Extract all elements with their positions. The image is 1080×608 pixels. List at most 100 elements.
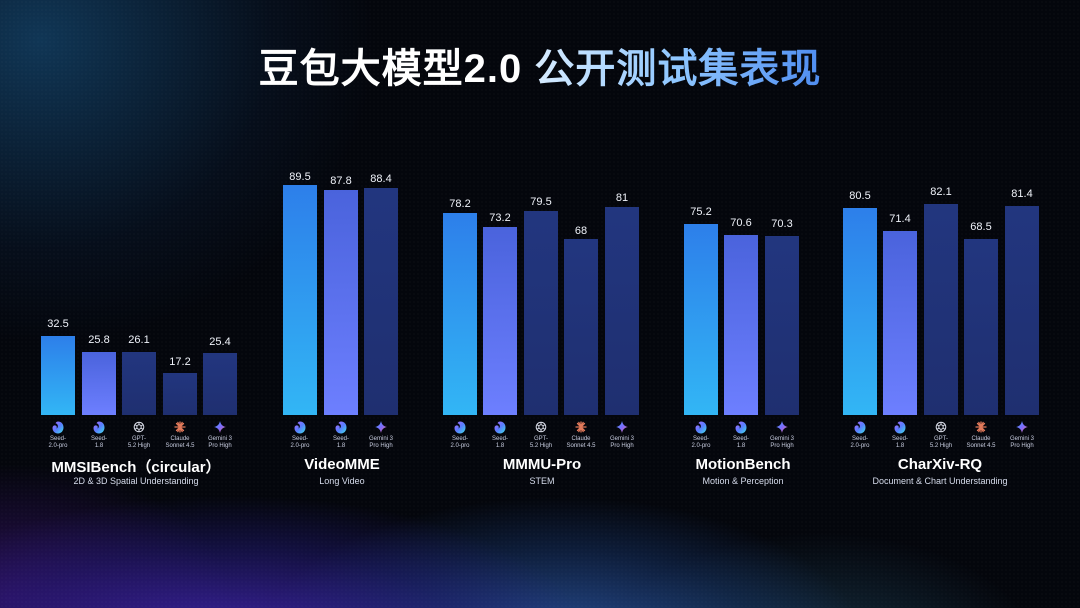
bar-seed-1-8: [883, 231, 917, 415]
model-label: Seed- 1.8: [332, 436, 349, 449]
seed-icon: [334, 420, 348, 434]
benchmark-subtitle: Motion & Perception: [702, 476, 784, 486]
model-label: Claude Sonnet 4.5: [966, 436, 996, 449]
bar-claude-sonnet-4-5: [564, 239, 598, 415]
bar-value: 17.2: [169, 356, 191, 368]
seed-icon: [853, 420, 867, 434]
bar-gemini-3-pro-high: [605, 207, 639, 415]
bar-value: 25.8: [88, 334, 110, 346]
bar-seed-1-8: [724, 235, 758, 415]
seed-icon: [694, 420, 708, 434]
seed-icon: [493, 420, 507, 434]
bar-value: 79.5: [530, 196, 552, 208]
bar-value: 70.6: [730, 217, 752, 229]
bar-claude-sonnet-4-5: [964, 239, 998, 415]
bar-seed-1-8: [82, 352, 116, 415]
bar-value: 75.2: [690, 206, 712, 218]
seed-icon: [92, 420, 106, 434]
bar-seed-2-0-pro: [843, 208, 877, 415]
benchmark-subtitle: Long Video: [319, 476, 365, 486]
title-part-2: 公开测试集表现: [534, 47, 822, 91]
bar-gpt-5-2-high: [524, 211, 558, 415]
benchmark-subtitle: Document & Chart Understanding: [872, 476, 1008, 486]
bar-seed-1-8: [483, 227, 517, 415]
gemini-icon: [1015, 420, 1029, 434]
benchmark-subtitle: STEM: [529, 476, 555, 486]
bar-seed-1-8: [324, 190, 358, 415]
model-label: GPT- 5.2 High: [529, 436, 553, 449]
claude-icon: [974, 420, 988, 434]
bar-value: 26.1: [128, 334, 150, 346]
seed-icon: [453, 420, 467, 434]
model-label: Seed- 2.0-pro: [691, 436, 711, 449]
model-label: Seed- 1.8: [491, 436, 508, 449]
bar-value: 82.1: [930, 186, 952, 198]
bar-gemini-3-pro-high: [765, 236, 799, 415]
model-label: Gemini 3 Pro High: [1009, 436, 1034, 449]
bar-value: 71.4: [889, 213, 911, 225]
openai-icon: [934, 420, 948, 434]
bar-value: 87.8: [330, 175, 352, 187]
openai-icon: [132, 420, 146, 434]
benchmark-name: CharXiv-RQ: [897, 456, 983, 473]
bar-seed-2-0-pro: [684, 224, 718, 415]
gemini-icon: [775, 420, 789, 434]
model-label: Claude Sonnet 4.5: [165, 436, 195, 449]
openai-icon: [534, 420, 548, 434]
claude-icon: [173, 420, 187, 434]
model-label: Claude Sonnet 4.5: [566, 436, 596, 449]
model-label: Gemini 3 Pro High: [769, 436, 794, 449]
title-part-1: 豆包大模型2.0: [258, 47, 535, 91]
bar-value: 25.4: [209, 336, 231, 348]
model-label: Seed- 2.0-pro: [850, 436, 870, 449]
bar-gemini-3-pro-high: [364, 188, 398, 415]
benchmark-name: VideoMME: [304, 456, 380, 473]
gemini-icon: [213, 420, 227, 434]
seed-icon: [51, 420, 65, 434]
bar-seed-2-0-pro: [41, 336, 75, 415]
model-label: GPT- 5.2 High: [127, 436, 151, 449]
model-label: Gemini 3 Pro High: [609, 436, 634, 449]
bar-gpt-5-2-high: [924, 204, 958, 415]
bar-value: 78.2: [449, 198, 471, 210]
model-label: Seed- 1.8: [891, 436, 908, 449]
benchmark-name: MotionBench: [695, 456, 791, 473]
bar-value: 88.4: [370, 173, 392, 185]
page-title: 豆包大模型2.0 公开测试集表现: [0, 36, 1080, 94]
bar-seed-2-0-pro: [283, 185, 317, 415]
bar-seed-2-0-pro: [443, 213, 477, 415]
bar-value: 80.5: [849, 190, 871, 202]
bar-value: 32.5: [47, 318, 69, 330]
bar-value: 68: [574, 225, 588, 237]
bar-gemini-3-pro-high: [203, 353, 237, 415]
gemini-icon: [615, 420, 629, 434]
claude-icon: [574, 420, 588, 434]
seed-icon: [893, 420, 907, 434]
benchmark-name: MMMU-Pro: [502, 456, 582, 473]
model-label: Seed- 1.8: [732, 436, 749, 449]
model-label: Gemini 3 Pro High: [368, 436, 393, 449]
bar-claude-sonnet-4-5: [163, 373, 197, 415]
bar-value: 81.4: [1011, 188, 1033, 200]
benchmark-name: MMSIBench（circular）: [51, 459, 221, 476]
bar-value: 81: [615, 192, 629, 204]
model-label: Seed- 1.8: [90, 436, 107, 449]
bar-gemini-3-pro-high: [1005, 206, 1039, 415]
benchmark-subtitle: 2D & 3D Spatial Understanding: [73, 476, 199, 486]
bar-value: 89.5: [289, 171, 311, 183]
model-label: Seed- 2.0-pro: [290, 436, 310, 449]
model-label: Seed- 2.0-pro: [450, 436, 470, 449]
bar-value: 73.2: [489, 212, 511, 224]
model-label: GPT- 5.2 High: [929, 436, 953, 449]
bar-gpt-5-2-high: [122, 352, 156, 415]
seed-icon: [293, 420, 307, 434]
bar-value: 68.5: [970, 221, 992, 233]
seed-icon: [734, 420, 748, 434]
bar-value: 70.3: [771, 218, 793, 230]
model-label: Seed- 2.0-pro: [48, 436, 68, 449]
